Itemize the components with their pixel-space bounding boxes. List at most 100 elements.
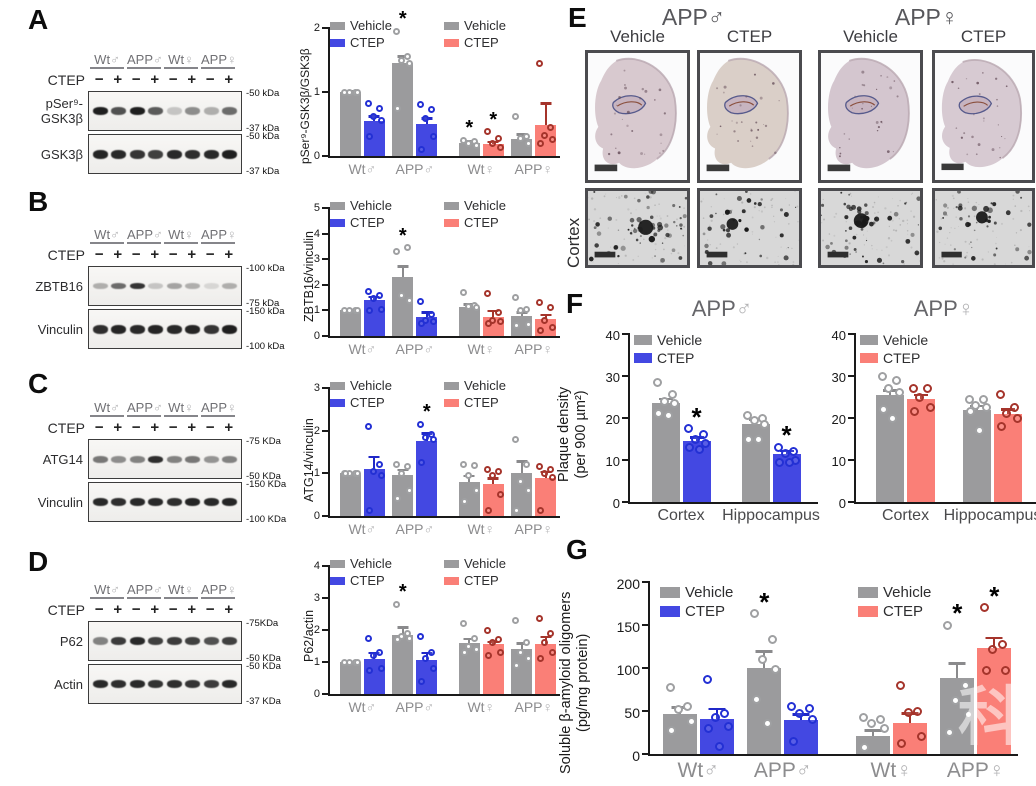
bar-wrap [363,634,385,694]
western-blot-d: Wt♂ APP♂ Wt♀ APP♀ CTEP − + − + − + − + P62 -75KDa -50 K… [6,582,306,707]
lane [184,455,203,463]
lane [202,455,221,463]
gender-symbol: ♂ [153,227,163,242]
category-label: APP♀ [514,699,554,715]
legend-swatch [858,587,878,598]
bar-group: * APP♂ [389,226,442,357]
legend-swatch [444,381,459,390]
lane [184,637,203,645]
axis-tick: 5 [314,202,330,214]
data-point [369,295,377,303]
protein-band [222,149,238,159]
blot-membrane [88,91,242,131]
lane [147,680,166,688]
data-point [417,101,425,109]
legend-label: Vehicle [883,332,929,348]
data-point [513,322,521,330]
lane-group-label: APP♂ [127,52,163,69]
data-point [496,144,504,152]
data-point [980,603,990,613]
data-point [430,664,438,672]
ctep-sign: + [150,246,160,263]
lane [184,324,203,334]
plot-area: 0 50 100 150 200 Wt♂ * APP♂ Wt♀ * * APP♀ [617,576,1018,782]
data-point [795,709,805,719]
bar-wrap [907,384,935,502]
data-point [667,390,677,400]
legend-label: Vehicle [350,18,392,33]
legend-swatch [634,335,652,345]
bar-wrap [535,463,557,516]
legend-entry: CTEP [444,215,506,230]
bar-wrap [363,422,385,516]
data-point [404,463,412,471]
data-point [866,719,876,729]
data-point [903,708,913,718]
protein-band [92,680,108,688]
lane [128,637,147,645]
chart-plaque-density-female: APP♀ 0 10 20 30 40 Cortex Hippocampus Vehicle CTE… [810,296,1036,538]
e-title-app-male: APP♂ [661,4,726,30]
ctep-sign: + [113,246,123,263]
bar-wrap [876,371,904,502]
data-point [525,655,533,663]
lane [184,107,203,115]
ctep-sign: + [113,71,123,88]
error-bar [520,642,523,650]
bar-wrap: * [392,226,414,336]
data-point [788,447,798,457]
data-point [517,478,525,486]
blot-membrane [88,309,242,349]
data-point [749,415,759,425]
legend-entry: CTEP [860,350,928,366]
bar-wrap [511,616,533,694]
bar-group: Wt♂ [336,634,389,715]
bar-ctep [482,144,504,156]
bar-groups: Wt♂ * APP♂ * * Wt♀ APP♀ [330,9,560,177]
data-point [398,291,406,299]
legend-swatch [330,381,345,390]
data-point [965,407,975,417]
legend-swatch [634,353,652,363]
lane [165,637,184,645]
ctep-sign: + [187,71,197,88]
data-point [988,644,998,654]
significance-asterisk: * [989,580,1000,611]
blot-row: ATG14 -75 KDa -50 KDa [6,436,306,482]
ctep-sign: + [187,601,197,618]
data-point [364,100,372,108]
bar-wrap [416,632,438,694]
lane [165,455,184,463]
protein-band [203,107,219,115]
gender-symbol: ♀ [484,161,496,177]
protein-band [185,498,201,506]
tick-label: 100 [616,662,640,678]
axis-tick: 2 [314,279,330,291]
lane [221,637,240,645]
protein-band [129,498,145,506]
data-point [523,305,531,313]
lane [91,637,110,645]
gender-symbol: ♂ [795,759,812,782]
ctep-sign: − [94,419,104,436]
lane-group-label: APP♀ [201,227,237,244]
data-point [653,377,662,387]
legend-label: CTEP [464,215,499,230]
gender-symbol: ♂ [423,341,435,357]
lane-group-label: APP♂ [127,582,163,599]
tick-label: 40 [831,328,846,343]
gender-symbol: ♀ [184,227,194,242]
blot-row: Vinculin -150 kDa -100 kDa [6,306,306,352]
legend-entry: CTEP [444,573,506,588]
bar-wrap: * [940,600,975,754]
e-title-app-female: APP♀ [894,4,959,30]
data-point [753,434,763,444]
bar-wrap: * [392,9,414,156]
error-bar-cap [397,626,409,629]
blot-membrane [88,621,242,661]
data-point [979,394,989,404]
legend-entry: CTEP [330,215,392,230]
data-point [394,104,402,112]
legend-swatch [444,559,459,568]
data-point [345,658,353,666]
